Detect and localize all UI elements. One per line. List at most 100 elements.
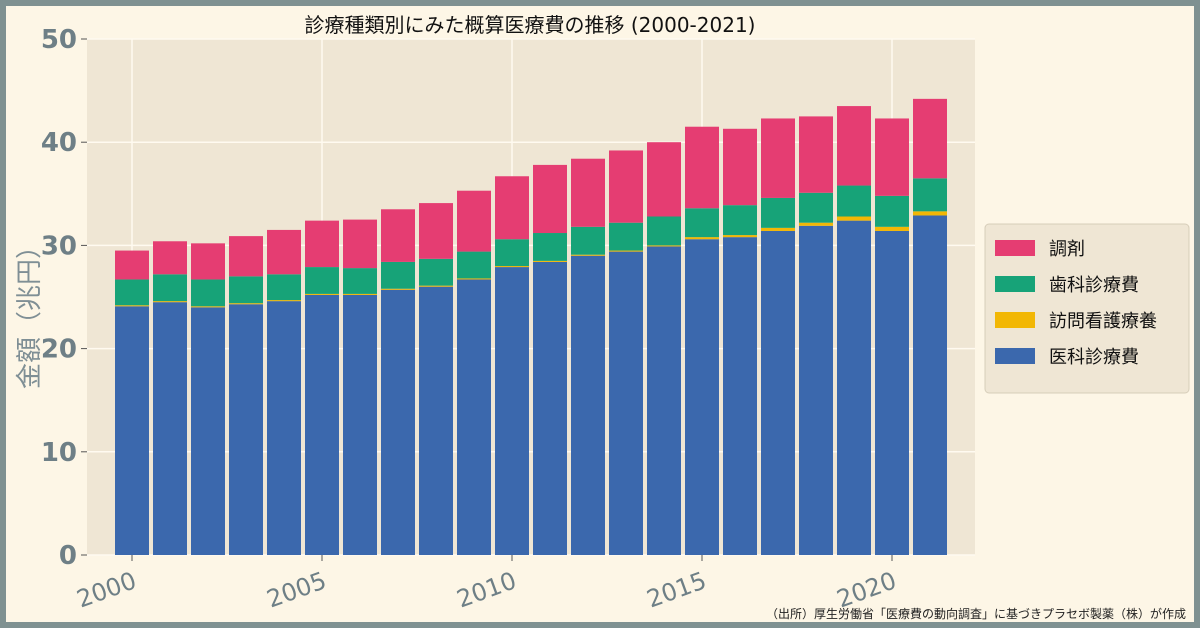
bar-segment-医科診療費-2003 [229, 304, 263, 555]
bar-segment-訪問看護療養-2006 [343, 293, 377, 295]
bar-segment-訪問看護療養-2009 [457, 278, 491, 280]
legend-swatch [995, 240, 1035, 256]
bar-segment-調剤-2015 [685, 126, 719, 209]
bar-segment-医科診療費-2008 [419, 286, 453, 555]
bar-segment-調剤-2000 [115, 250, 149, 280]
bar-segment-歯科診療費-2009 [457, 251, 491, 279]
bar-segment-調剤-2021 [913, 98, 947, 179]
y-tick-label: 50 [41, 25, 77, 55]
bar-segment-医科診療費-2004 [267, 301, 301, 555]
bar-segment-調剤-2001 [153, 241, 187, 275]
bar-segment-訪問看護療養-2004 [267, 300, 301, 302]
bar-segment-調剤-2017 [761, 118, 795, 198]
bar-segment-訪問看護療養-2011 [533, 260, 567, 262]
x-tick-label: 2015 [643, 566, 710, 613]
bar-segment-訪問看護療養-2015 [685, 237, 719, 240]
bar-segment-歯科診療費-2005 [305, 267, 339, 294]
bar-segment-訪問看護療養-2020 [875, 226, 909, 231]
bar-segment-調剤-2002 [191, 243, 225, 280]
bar-segment-調剤-2010 [495, 176, 529, 240]
bar-segment-歯科診療費-2011 [533, 233, 567, 261]
legend-box [984, 223, 1190, 394]
bar-segment-歯科診療費-2004 [267, 274, 301, 301]
bar-segment-医科診療費-2000 [115, 306, 149, 555]
bar-segment-調剤-2020 [875, 118, 909, 196]
chart: 診療種類別にみた概算医療費の推移 (2000-2021) 0 10 20 30 40 50… [15, 13, 1190, 621]
x-axis: 2000 2005 2010 2015 2020 [73, 555, 900, 614]
bar-segment-医科診療費-2009 [457, 279, 491, 555]
bar-segment-訪問看護療養-2012 [571, 254, 605, 256]
bar-segment-訪問看護療養-2019 [837, 216, 871, 221]
bar-segment-調剤-2019 [837, 106, 871, 186]
bar-segment-歯科診療費-2017 [761, 197, 795, 228]
y-axis-label: 金額（兆円） [15, 233, 45, 389]
bar-segment-調剤-2013 [609, 150, 643, 223]
bar-segment-調剤-2016 [723, 128, 757, 206]
bar-segment-医科診療費-2018 [799, 225, 833, 556]
bar-segment-調剤-2014 [647, 142, 681, 217]
bar-segment-訪問看護療養-2002 [191, 306, 225, 308]
bar-segment-医科診療費-2013 [609, 251, 643, 556]
bar-segment-訪問看護療養-2005 [305, 293, 339, 295]
bar-segment-医科診療費-2011 [533, 261, 567, 555]
bar-segment-調剤-2005 [305, 220, 339, 268]
y-axis: 0 10 20 30 40 50 [41, 25, 87, 571]
bar-segment-調剤-2006 [343, 219, 377, 269]
bar-stack-group [115, 98, 947, 556]
bar-segment-医科診療費-2002 [191, 307, 225, 555]
bar-segment-訪問看護療養-2008 [419, 285, 453, 287]
bar-segment-医科診療費-2012 [571, 255, 605, 555]
bar-segment-医科診療費-2007 [381, 289, 415, 555]
legend-label: 医科診療費 [1049, 347, 1139, 368]
bar-segment-訪問看護療養-2010 [495, 266, 529, 268]
x-tick-label: 2000 [73, 566, 140, 613]
bar-segment-調剤-2012 [571, 158, 605, 227]
bar-segment-調剤-2004 [267, 229, 301, 275]
bar-segment-歯科診療費-2001 [153, 274, 187, 302]
bar-segment-歯科診療費-2007 [381, 261, 415, 289]
bar-segment-歯科診療費-2019 [837, 185, 871, 217]
bar-segment-訪問看護療養-2007 [381, 288, 415, 290]
bar-segment-歯科診療費-2002 [191, 279, 225, 307]
bar-segment-調剤-2009 [457, 190, 491, 252]
bar-segment-医科診療費-2019 [837, 220, 871, 555]
x-tick-label: 2010 [453, 566, 520, 613]
bar-segment-医科診療費-2006 [343, 294, 377, 555]
bar-segment-歯科診療費-2015 [685, 208, 719, 238]
bar-segment-歯科診療費-2012 [571, 226, 605, 255]
bar-segment-調剤-2011 [533, 164, 567, 234]
bar-segment-調剤-2007 [381, 209, 415, 262]
bar-segment-訪問看護療養-2003 [229, 303, 263, 305]
bar-segment-医科診療費-2015 [685, 239, 719, 555]
y-tick-label: 40 [41, 128, 77, 158]
bar-segment-歯科診療費-2018 [799, 192, 833, 223]
bar-segment-歯科診療費-2003 [229, 276, 263, 304]
source-note: （出所）厚生労働省「医療費の動向調査」に基づきプラセボ製薬（株）が作成 [766, 606, 1186, 621]
bar-segment-歯科診療費-2021 [913, 178, 947, 212]
bar-segment-訪問看護療養-2013 [609, 250, 643, 252]
bar-segment-歯科診療費-2000 [115, 279, 149, 306]
bar-segment-歯科診療費-2008 [419, 258, 453, 286]
legend-label: 調剤 [1049, 239, 1085, 260]
y-tick-label: 30 [41, 231, 77, 261]
bar-segment-医科診療費-2017 [761, 230, 795, 555]
bar-segment-調剤-2008 [419, 203, 453, 259]
legend-label: 訪問看護療養 [1049, 311, 1157, 332]
legend-swatch [995, 312, 1035, 328]
bar-segment-訪問看護療養-2018 [799, 222, 833, 226]
bar-segment-医科診療費-2005 [305, 294, 339, 555]
bar-segment-医科診療費-2020 [875, 230, 909, 555]
legend-label: 歯科診療費 [1049, 275, 1139, 296]
y-tick-label: 10 [41, 438, 77, 468]
bar-segment-訪問看護療養-2000 [115, 305, 149, 307]
bar-segment-医科診療費-2016 [723, 237, 757, 556]
bar-segment-歯科診療費-2016 [723, 205, 757, 236]
legend-swatch [995, 348, 1035, 364]
bar-segment-訪問看護療養-2001 [153, 301, 187, 303]
bar-segment-歯科診療費-2013 [609, 222, 643, 251]
bar-segment-訪問看護療養-2017 [761, 227, 795, 231]
bar-segment-歯科診療費-2020 [875, 195, 909, 227]
bar-segment-歯科診療費-2010 [495, 239, 529, 267]
bar-segment-訪問看護療養-2021 [913, 211, 947, 216]
